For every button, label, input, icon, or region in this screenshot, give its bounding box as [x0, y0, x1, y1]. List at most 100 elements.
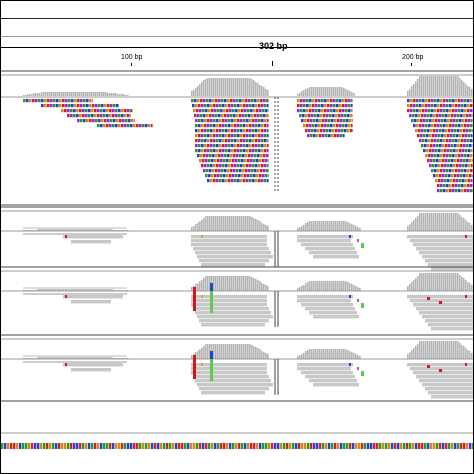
coverage-bar	[57, 92, 59, 96]
coverage-bar	[453, 76, 455, 96]
colored-read-base	[225, 119, 228, 123]
coverage-bar	[407, 354, 409, 359]
colored-read-base	[299, 114, 302, 118]
colored-read-base	[82, 109, 85, 113]
colored-read-base	[457, 159, 460, 163]
coverage-bar	[45, 92, 47, 96]
coverage-bar	[349, 283, 351, 291]
colored-read-base	[323, 114, 326, 118]
coverage-bar	[85, 229, 87, 231]
coverage-bar	[299, 93, 301, 96]
colored-read-base	[204, 144, 207, 148]
coverage-bar	[343, 88, 345, 96]
coverage-bar	[59, 92, 61, 96]
coverage-bar	[103, 92, 105, 96]
colored-read-base	[216, 129, 219, 133]
reference-base	[190, 443, 193, 449]
coverage-bar	[93, 92, 95, 96]
coverage-bar	[411, 350, 413, 359]
coverage-bar	[69, 92, 71, 96]
colored-read-base	[322, 134, 325, 138]
coverage-bar	[111, 357, 113, 359]
colored-read-base	[330, 104, 333, 108]
colored-read-base	[427, 144, 430, 148]
colored-read-base	[235, 174, 238, 178]
colored-read-base	[211, 174, 214, 178]
colored-read-base	[256, 159, 259, 163]
reference-base	[448, 443, 451, 449]
reference-base	[55, 443, 58, 449]
reference-base	[370, 443, 373, 449]
colored-read-base	[213, 119, 216, 123]
colored-read-base	[240, 149, 243, 153]
colored-read-base	[249, 124, 252, 128]
colored-read-base	[324, 124, 327, 128]
colored-read-base	[92, 99, 93, 103]
colored-read-base	[228, 104, 231, 108]
colored-read-base	[425, 124, 428, 128]
colored-read-base	[243, 179, 246, 183]
colored-read-base	[235, 109, 238, 113]
colored-read-base	[459, 134, 462, 138]
coverage-bar	[193, 90, 195, 96]
colored-read-base	[248, 169, 251, 173]
coverage-bar	[203, 346, 205, 359]
colored-read-base	[204, 139, 207, 143]
reference-base	[148, 443, 151, 449]
colored-read-base	[310, 134, 313, 138]
colored-read-base	[437, 189, 440, 193]
mismatch-mark	[361, 371, 364, 376]
coverage-bar	[359, 288, 361, 291]
colored-read-base	[439, 144, 442, 148]
colored-read-base	[195, 104, 198, 108]
colored-read-base	[464, 139, 467, 143]
aligned-read	[193, 247, 269, 251]
colored-read-base	[243, 119, 246, 123]
colored-read-base	[226, 159, 229, 163]
aligned-read	[410, 299, 473, 303]
aligned-read	[191, 235, 267, 239]
colored-read-base	[439, 174, 442, 178]
colored-read-base	[445, 129, 448, 133]
colored-read-base	[456, 164, 459, 168]
coverage-bar	[81, 357, 83, 359]
aligned-read	[305, 247, 355, 251]
coverage-bar	[349, 351, 351, 359]
colored-read-base	[236, 114, 239, 118]
colored-read-base	[467, 99, 470, 103]
variant-column-blue	[210, 283, 213, 291]
reference-base	[283, 443, 286, 449]
colored-read-base	[214, 174, 217, 178]
reference-base	[328, 443, 331, 449]
coverage-bar	[337, 221, 339, 231]
colored-read-base	[245, 114, 248, 118]
coverage-bar	[45, 289, 47, 291]
coverage-bar	[297, 228, 299, 231]
reference-base	[139, 443, 142, 449]
colored-read-base	[333, 104, 336, 108]
reference-base	[316, 443, 319, 449]
colored-read-base	[417, 119, 420, 123]
colored-read-base	[464, 184, 467, 188]
coverage-bar	[23, 95, 25, 96]
colored-read-base	[455, 184, 458, 188]
colored-read-base	[324, 104, 327, 108]
reference-base	[241, 443, 244, 449]
coverage-bar	[195, 88, 197, 96]
coverage-bar	[259, 221, 261, 231]
coverage-bar	[43, 229, 45, 231]
coverage-bar	[191, 91, 193, 96]
colored-read-base	[471, 164, 473, 168]
coverage-bar	[305, 283, 307, 291]
coverage-bar	[413, 280, 415, 291]
colored-read-base	[253, 109, 256, 113]
colored-read-base	[232, 109, 235, 113]
coverage-bar	[217, 216, 219, 231]
coverage-bar	[301, 286, 303, 291]
coverage-bar	[411, 282, 413, 291]
coverage-bar	[255, 82, 257, 96]
coverage-bar	[353, 225, 355, 231]
coverage-bar	[75, 92, 77, 96]
mismatch-mark	[465, 295, 467, 298]
